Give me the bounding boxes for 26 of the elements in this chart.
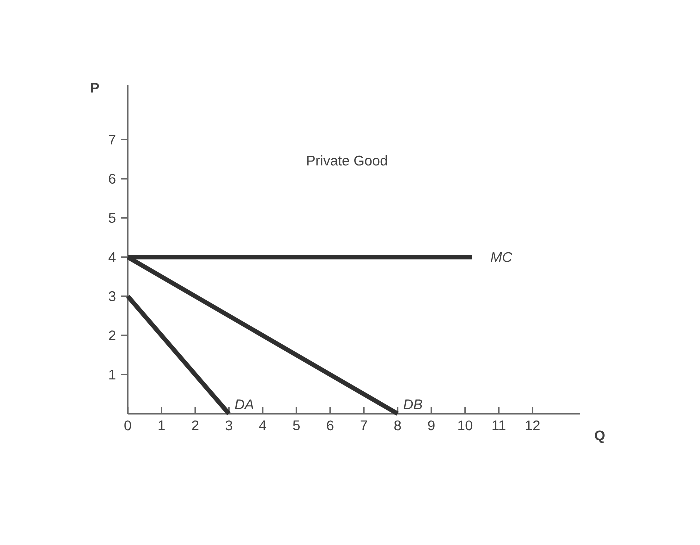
- x-tick-label: 0: [124, 420, 132, 431]
- y-tick-label: 6: [109, 174, 116, 184]
- y-tick-label: 1: [110, 370, 116, 380]
- x-tick-label: 11: [492, 420, 506, 430]
- x-tick-label: 9: [428, 420, 435, 431]
- x-tick-label: 1: [158, 420, 165, 430]
- y-tick-label: 4: [108, 252, 116, 262]
- y-tick-label: 5: [109, 213, 116, 224]
- y-tick-label: 7: [109, 135, 116, 145]
- x-tick-label: 7: [360, 420, 368, 430]
- x-tick-label: 5: [293, 420, 300, 430]
- x-tick-label: 10: [458, 420, 473, 431]
- x-tick-label: 8: [394, 420, 402, 431]
- x-tick-label: 2: [192, 420, 199, 430]
- y-tick-label: 2: [109, 330, 116, 341]
- x-tick-label: 3: [226, 420, 232, 431]
- y-axis-title: P: [91, 83, 100, 93]
- x-tick-label: 12: [526, 420, 540, 430]
- text: Private Good: [308, 156, 388, 166]
- series-label: DA: [235, 400, 254, 410]
- y-tick-label: 3: [109, 292, 116, 302]
- x-tick-label: 6: [327, 420, 334, 431]
- series-label: DB: [404, 400, 422, 410]
- series-label: MC: [491, 252, 512, 262]
- x-tick-label: 4: [259, 420, 266, 430]
- x-axis-title: Q: [595, 430, 605, 444]
